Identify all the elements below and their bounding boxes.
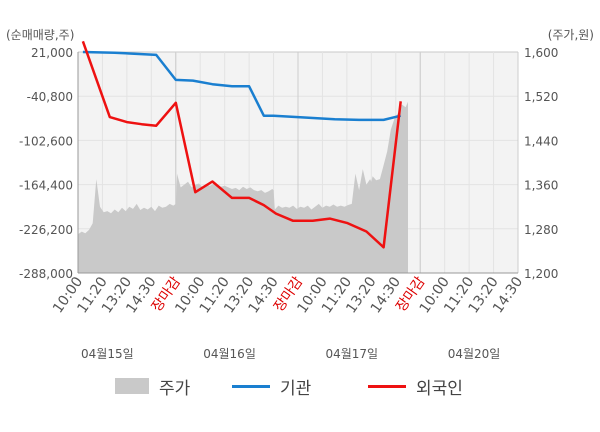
legend: 주가 기관 외국인: [0, 372, 600, 400]
right-tick-label: 1,520: [524, 90, 558, 104]
left-tick-label: -226,200: [19, 223, 73, 237]
series-line-foreign: [81, 40, 402, 249]
line-layer: [81, 40, 402, 249]
day-label: 04월17일: [325, 347, 378, 361]
left-tick-label: -164,400: [19, 179, 73, 193]
legend-item-institution: 기관: [232, 372, 311, 400]
legend-item-price: 주가: [115, 372, 190, 400]
legend-label-price: 주가: [159, 378, 191, 399]
left-tick-label: 21,000: [31, 46, 73, 60]
left-tick-label: -102,600: [19, 134, 73, 148]
day-label: 04월16일: [203, 347, 256, 361]
legend-item-foreign: 외국인: [368, 372, 463, 400]
legend-label-foreign: 외국인: [416, 378, 463, 399]
right-tick-label: 1,360: [524, 179, 558, 193]
right-tick-label: 1,440: [524, 134, 558, 148]
day-label: 04월20일: [448, 347, 501, 361]
right-tick-label: 1,600: [524, 46, 558, 60]
left-tick-label: -288,000: [19, 267, 73, 281]
legend-swatch-foreign: [368, 384, 406, 388]
day-label: 04월15일: [81, 347, 134, 361]
right-axis-title: (주가,원): [548, 28, 594, 42]
left-axis-title: (순매매량,주): [6, 28, 74, 42]
series-line-institution: [82, 50, 401, 122]
area-layer: [78, 101, 408, 273]
right-tick-label: 1,280: [524, 223, 558, 237]
legend-swatch-price: [115, 378, 149, 394]
right-tick-label: 1,200: [524, 267, 558, 281]
left-tick-label: -40,800: [27, 90, 73, 104]
legend-label-institution: 기관: [280, 378, 312, 399]
legend-swatch-institution: [232, 384, 270, 388]
series-area-price: [78, 101, 408, 273]
